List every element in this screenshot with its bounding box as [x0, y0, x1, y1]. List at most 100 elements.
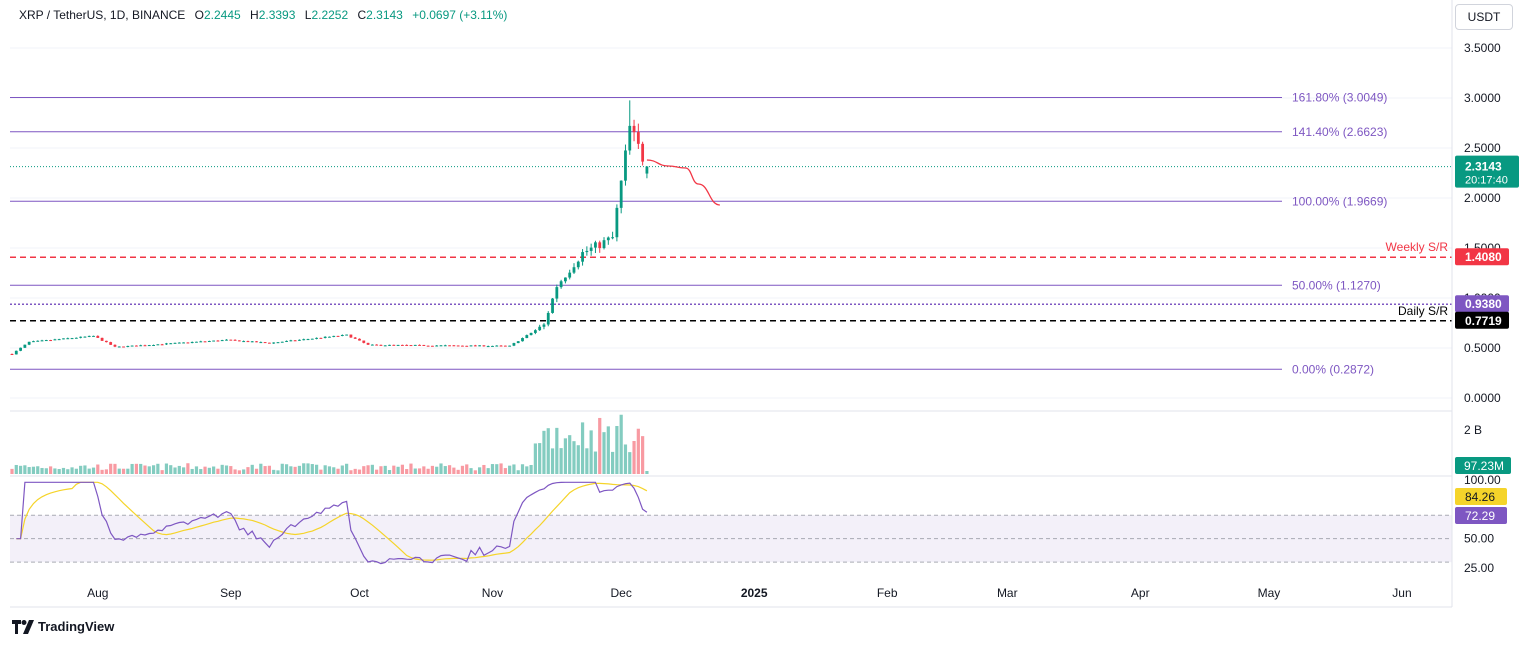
- candle-body: [10, 354, 14, 355]
- volume-bar: [156, 463, 160, 474]
- candle-body: [147, 345, 151, 347]
- volume-bar: [151, 465, 156, 474]
- candle-body: [225, 339, 228, 341]
- volume-bar: [250, 464, 254, 474]
- sr-badge-value: 0.7719: [1465, 314, 1502, 328]
- candle-body: [461, 345, 464, 347]
- candle-body: [237, 340, 241, 342]
- volume-bar: [516, 470, 520, 474]
- candle-body: [431, 345, 434, 347]
- volume-bar: [503, 468, 507, 474]
- candle-body: [190, 342, 194, 344]
- price-tick-label: 0.5000: [1464, 341, 1501, 355]
- time-tick-label: Oct: [350, 586, 369, 600]
- currency-unit-button[interactable]: USDT: [1455, 4, 1513, 30]
- volume-bar: [272, 469, 276, 474]
- volume-bar: [18, 465, 23, 474]
- candle-body: [62, 338, 65, 340]
- time-tick-label: Aug: [87, 586, 108, 600]
- candle-body: [104, 340, 108, 343]
- tradingview-logo-text: TradingView: [38, 619, 115, 634]
- symbol-header: XRP / TetherUS, 1D, BINANCE O2.2445 H2.3…: [19, 8, 507, 22]
- volume-bar: [546, 428, 550, 474]
- candle-body: [358, 338, 361, 341]
- candle-body: [551, 298, 554, 313]
- candle-body: [452, 345, 456, 347]
- volume-bar: [233, 469, 237, 474]
- volume-bar: [623, 444, 628, 474]
- volume-bar: [216, 468, 220, 474]
- volume-bar: [568, 435, 572, 474]
- candle-body: [302, 339, 306, 341]
- volume-bar: [190, 468, 194, 474]
- candle-body: [576, 261, 580, 268]
- rsi-badge-value: 72.29: [1465, 509, 1495, 523]
- candle-body: [546, 312, 550, 325]
- candle-body: [36, 340, 40, 342]
- candle-body: [628, 125, 632, 151]
- candle-body: [255, 341, 258, 343]
- volume-bar: [422, 466, 426, 474]
- volume-bar: [289, 466, 293, 474]
- candle-body: [409, 345, 413, 347]
- volume-bar: [615, 426, 619, 474]
- volume-bar: [392, 465, 396, 474]
- volume-bar: [452, 467, 456, 474]
- candle-body: [564, 277, 567, 282]
- symbol-title[interactable]: XRP / TetherUS, 1D, BINANCE: [19, 8, 186, 22]
- volume-bar: [87, 468, 91, 474]
- volume-bar: [83, 465, 87, 474]
- candle-body: [268, 342, 271, 344]
- candle-body: [555, 287, 559, 299]
- volume-bar: [126, 468, 130, 474]
- last-price-label: 2.3143: [1465, 160, 1502, 174]
- change-value: +0.0697 (+3.11%): [412, 8, 508, 22]
- volume-bar: [27, 467, 31, 474]
- volume-bar: [203, 466, 207, 474]
- volume-bar: [242, 469, 246, 474]
- candle-body: [482, 345, 486, 347]
- candle-body: [165, 343, 168, 345]
- volume-bar: [413, 468, 417, 474]
- volume-bar: [357, 469, 362, 474]
- candle-body: [495, 345, 499, 347]
- candle-body: [23, 344, 27, 348]
- tradingview-logo-icon: [12, 619, 34, 634]
- candle-body: [83, 336, 87, 338]
- tradingview-logo[interactable]: TradingView: [12, 619, 114, 634]
- candle-body: [57, 339, 61, 341]
- candle-body: [632, 125, 636, 133]
- volume-bar: [284, 464, 289, 474]
- candle-body: [392, 344, 396, 346]
- candle-body: [606, 237, 610, 241]
- fib-label: 141.40% (2.6623): [1292, 125, 1387, 139]
- volume-bar: [173, 467, 177, 474]
- candle-body: [379, 344, 383, 346]
- candle-body: [126, 345, 130, 347]
- candle-body: [289, 340, 293, 342]
- volume-bar: [396, 466, 400, 474]
- volume-bar: [611, 451, 615, 474]
- volume-bar: [469, 468, 473, 474]
- candle-body: [345, 334, 349, 336]
- candle-body: [499, 345, 503, 347]
- volume-bar: [70, 467, 74, 474]
- volume-bar: [340, 465, 344, 474]
- candle-body: [443, 345, 447, 347]
- volume-bar: [563, 438, 568, 474]
- candle-body: [538, 326, 542, 331]
- candle-body: [32, 341, 35, 343]
- candle-body: [533, 330, 537, 333]
- time-tick-label: 2025: [741, 586, 768, 600]
- volume-bar: [465, 464, 469, 474]
- volume-bar: [353, 468, 357, 474]
- rsi-tick-label: 25.00: [1464, 561, 1494, 575]
- candle-body: [207, 341, 211, 343]
- volume-bar: [96, 464, 100, 474]
- candle-body: [340, 334, 344, 337]
- candle-body: [641, 143, 645, 162]
- candle-body: [636, 132, 640, 144]
- candle-body: [186, 342, 190, 344]
- volume-bar: [61, 467, 66, 474]
